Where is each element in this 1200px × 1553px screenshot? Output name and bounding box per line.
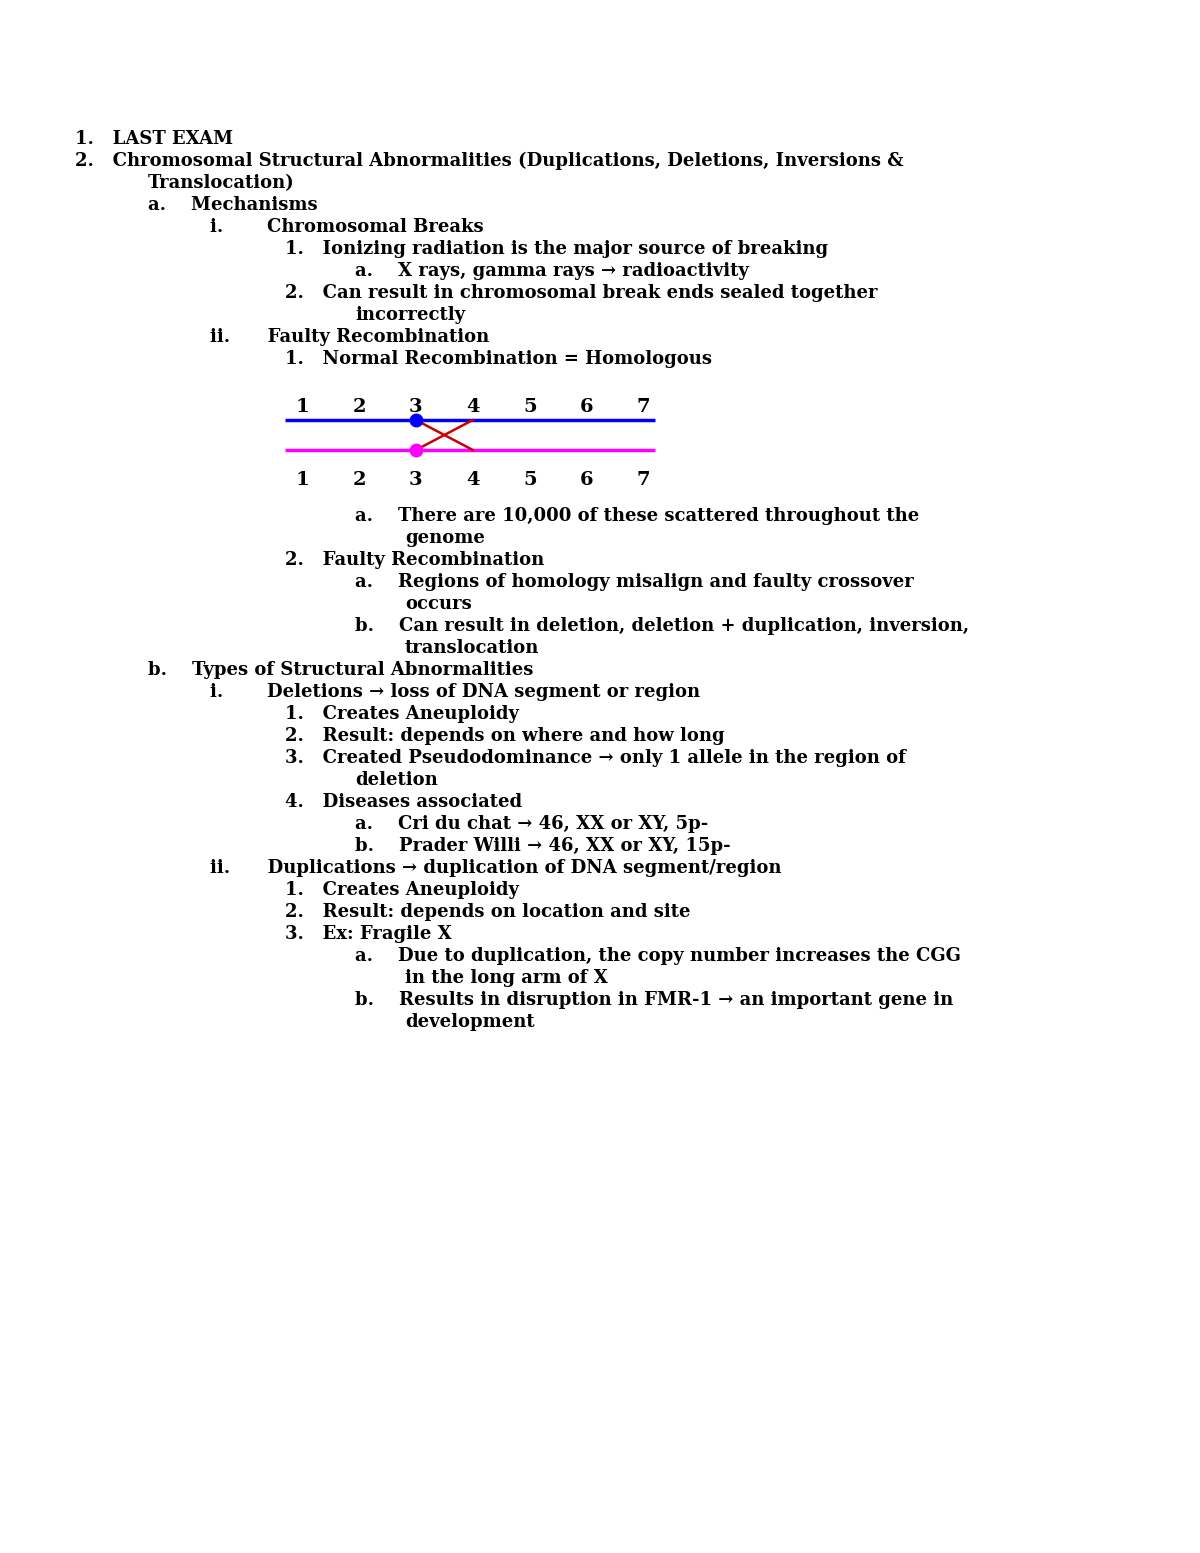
Text: 5: 5 [523, 398, 536, 416]
Text: genome: genome [406, 530, 485, 547]
Text: 1.   Creates Aneuploidy: 1. Creates Aneuploidy [286, 705, 520, 724]
Text: 2.   Chromosomal Structural Abnormalities (Duplications, Deletions, Inversions &: 2. Chromosomal Structural Abnormalities … [74, 152, 904, 171]
Text: 1: 1 [295, 471, 308, 489]
Text: development: development [406, 1013, 535, 1031]
Text: in the long arm of X: in the long arm of X [406, 969, 608, 988]
Text: 2.   Result: depends on location and site: 2. Result: depends on location and site [286, 902, 690, 921]
Text: 3.   Created Pseudodominance → only 1 allele in the region of: 3. Created Pseudodominance → only 1 alle… [286, 749, 906, 767]
Text: 7: 7 [637, 398, 650, 416]
Text: ii.      Duplications → duplication of DNA segment/region: ii. Duplications → duplication of DNA se… [210, 859, 781, 877]
Text: a.    There are 10,000 of these scattered throughout the: a. There are 10,000 of these scattered t… [355, 506, 919, 525]
Text: b.    Types of Structural Abnormalities: b. Types of Structural Abnormalities [148, 662, 533, 679]
Text: ii.      Faulty Recombination: ii. Faulty Recombination [210, 328, 490, 346]
Text: 7: 7 [637, 471, 650, 489]
Text: 2.   Faulty Recombination: 2. Faulty Recombination [286, 551, 545, 568]
Text: i.       Chromosomal Breaks: i. Chromosomal Breaks [210, 217, 484, 236]
Text: 6: 6 [580, 398, 594, 416]
Text: b.    Results in disruption in FMR-1 → an important gene in: b. Results in disruption in FMR-1 → an i… [355, 991, 953, 1009]
Text: occurs: occurs [406, 595, 472, 613]
Text: deletion: deletion [355, 770, 438, 789]
Text: 2: 2 [353, 398, 366, 416]
Text: 4: 4 [466, 471, 480, 489]
Text: 1.   Normal Recombination = Homologous: 1. Normal Recombination = Homologous [286, 349, 712, 368]
Text: 3: 3 [409, 471, 422, 489]
Text: i.       Deletions → loss of DNA segment or region: i. Deletions → loss of DNA segment or re… [210, 683, 700, 700]
Text: a.    Mechanisms: a. Mechanisms [148, 196, 318, 214]
Text: 3.   Ex: Fragile X: 3. Ex: Fragile X [286, 926, 451, 943]
Text: a.    X rays, gamma rays → radioactivity: a. X rays, gamma rays → radioactivity [355, 262, 749, 280]
Text: 1.   LAST EXAM: 1. LAST EXAM [74, 130, 233, 148]
Text: a.    Cri du chat → 46, XX or XY, 5p-: a. Cri du chat → 46, XX or XY, 5p- [355, 815, 708, 832]
Text: b.    Prader Willi → 46, XX or XY, 15p-: b. Prader Willi → 46, XX or XY, 15p- [355, 837, 731, 856]
Text: 5: 5 [523, 471, 536, 489]
Text: Translocation): Translocation) [148, 174, 295, 193]
Text: 1.   Ionizing radiation is the major source of breaking: 1. Ionizing radiation is the major sourc… [286, 241, 828, 258]
Text: a.    Regions of homology misalign and faulty crossover: a. Regions of homology misalign and faul… [355, 573, 913, 592]
Text: incorrectly: incorrectly [355, 306, 466, 325]
Text: 1.   Creates Aneuploidy: 1. Creates Aneuploidy [286, 881, 520, 899]
Text: 3: 3 [409, 398, 422, 416]
Text: 4: 4 [466, 398, 480, 416]
Text: 4.   Diseases associated: 4. Diseases associated [286, 794, 522, 811]
Text: 6: 6 [580, 471, 594, 489]
Text: b.    Can result in deletion, deletion + duplication, inversion,: b. Can result in deletion, deletion + du… [355, 617, 970, 635]
Text: a.    Due to duplication, the copy number increases the CGG: a. Due to duplication, the copy number i… [355, 947, 961, 964]
Text: translocation: translocation [406, 638, 539, 657]
Text: 2.   Result: depends on where and how long: 2. Result: depends on where and how long [286, 727, 725, 745]
Text: 1: 1 [295, 398, 308, 416]
Text: 2: 2 [353, 471, 366, 489]
Text: 2.   Can result in chromosomal break ends sealed together: 2. Can result in chromosomal break ends … [286, 284, 877, 301]
